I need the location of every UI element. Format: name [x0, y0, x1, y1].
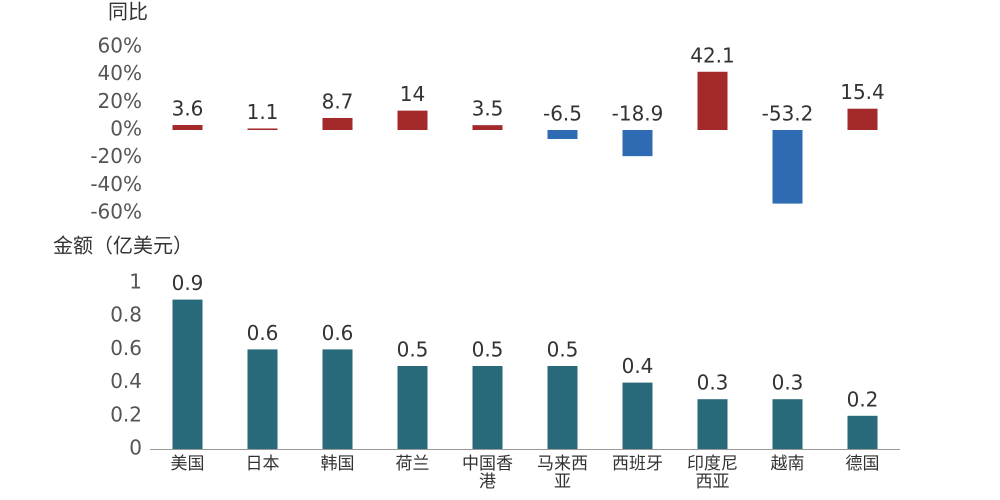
bar [397, 366, 428, 449]
bar [247, 349, 278, 449]
x-tick-label: 马来西亚 [537, 454, 588, 492]
x-tick-label: 美国 [170, 454, 205, 474]
x-tick-label: 中国香港 [462, 454, 513, 492]
data-label: 42.1 [690, 43, 735, 67]
y-tick-label: 0.4 [110, 369, 142, 393]
y-tick-label: 40% [98, 61, 142, 85]
data-label: 8.7 [322, 89, 354, 113]
bar [772, 399, 803, 449]
y-tick-label: 0.6 [110, 336, 142, 360]
data-label: -18.9 [612, 102, 664, 126]
x-tick-label: 西班牙 [612, 454, 663, 474]
bar [547, 130, 578, 139]
data-label: 0.3 [697, 371, 729, 395]
bar [322, 117, 353, 130]
y-tick-label: -20% [90, 144, 142, 168]
data-label: -6.5 [543, 102, 582, 126]
bar [697, 399, 728, 449]
bar [472, 366, 503, 449]
data-label: 1.1 [247, 100, 279, 124]
data-label: 3.5 [472, 97, 504, 121]
y-tick-label: 20% [98, 89, 142, 113]
data-label: 14 [400, 82, 425, 106]
bar [847, 415, 878, 449]
x-tick-label: 越南 [770, 454, 805, 474]
y-tick-label: 0.8 [110, 303, 142, 327]
data-label: 0.5 [472, 338, 504, 362]
data-label: -53.2 [762, 102, 814, 126]
data-label: 0.3 [772, 371, 804, 395]
y-tick-label: 1 [129, 270, 142, 294]
bar [397, 110, 428, 130]
y-tick-label: -60% [90, 200, 142, 224]
y-tick-label: -40% [90, 172, 142, 196]
x-tick-label: 荷兰 [395, 454, 430, 474]
data-label: 0.5 [547, 338, 579, 362]
bar [322, 349, 353, 449]
data-label: 0.9 [172, 271, 204, 295]
y-axis-title: 金额（亿美元） [53, 234, 193, 258]
bar [697, 71, 728, 130]
data-label: 0.5 [397, 338, 429, 362]
y-tick-label: 0 [129, 436, 142, 460]
y-tick-label: 60% [98, 34, 142, 58]
data-label: 0.6 [322, 321, 354, 345]
y-tick-label: 0.2 [110, 402, 142, 426]
bar [247, 128, 278, 130]
y-axis-title: 同比 [108, 0, 148, 24]
x-tick-label: 日本 [245, 454, 280, 474]
x-tick-label: 德国 [845, 454, 880, 474]
bar [472, 125, 503, 130]
bar [172, 125, 203, 130]
data-label: 0.6 [247, 321, 279, 345]
bar [172, 299, 203, 449]
bar [547, 366, 578, 449]
data-label: 15.4 [840, 80, 885, 104]
data-label: 3.6 [172, 97, 204, 121]
data-label: 0.2 [847, 387, 879, 411]
bar [772, 130, 803, 204]
data-label: 0.4 [622, 354, 654, 378]
bar [847, 108, 878, 130]
x-tick-label: 印度尼西亚 [687, 454, 738, 492]
y-tick-label: 0% [110, 117, 142, 141]
bar [622, 130, 653, 157]
bar [622, 382, 653, 449]
x-tick-label: 韩国 [320, 454, 355, 474]
